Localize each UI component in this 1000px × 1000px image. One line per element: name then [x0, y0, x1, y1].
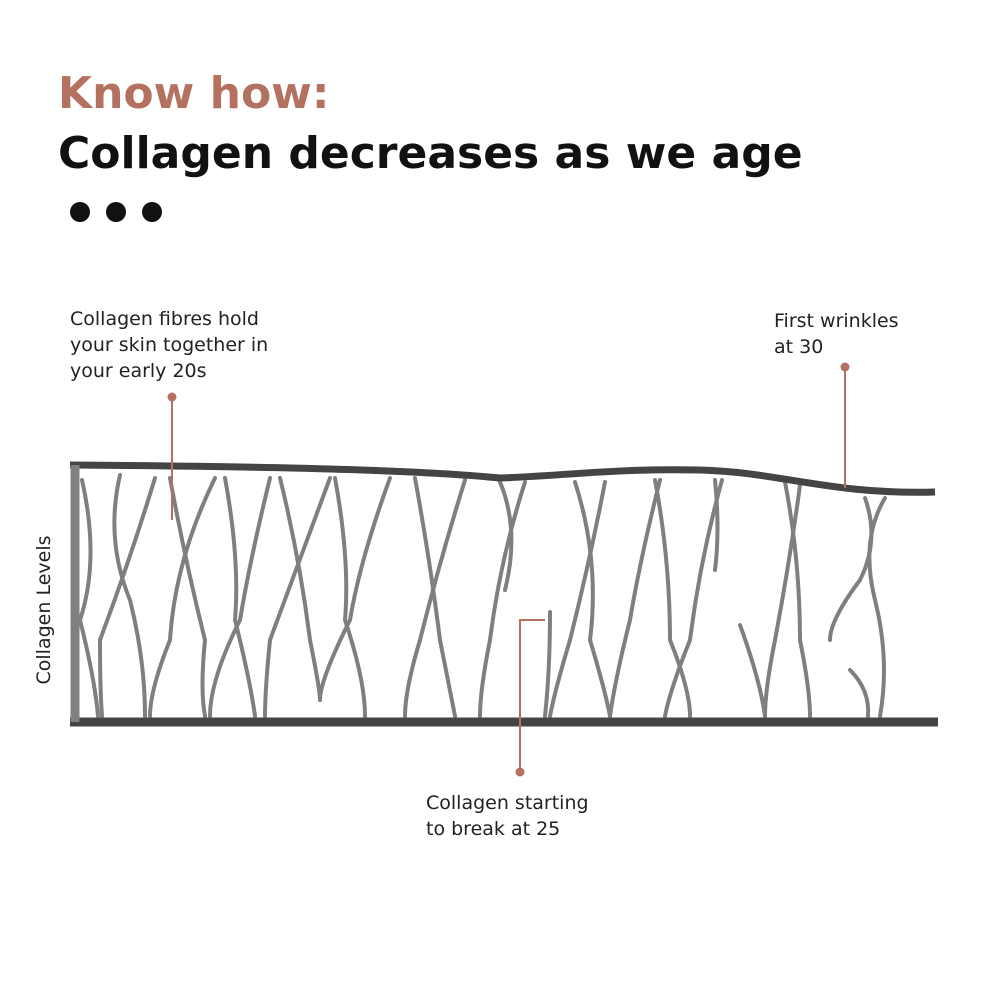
annotation-line: Collagen starting	[426, 792, 589, 814]
top-line	[69, 461, 936, 496]
dots	[70, 202, 162, 222]
annotation-line: your skin together in	[70, 334, 268, 356]
annotation-line: your early 20s	[70, 360, 207, 382]
leaders	[167, 362, 850, 777]
fibres	[77, 473, 887, 718]
annotation-line: Collagen fibres hold	[70, 308, 259, 330]
axis-label: Collagen Levels	[33, 536, 55, 685]
annotation-line: First wrinkles	[774, 310, 899, 332]
annotation-line: at 30	[774, 336, 823, 358]
eyebrow: Know how:	[58, 68, 329, 119]
annotation-line: to break at 25	[426, 818, 560, 840]
title: Collagen decreases as we age	[58, 128, 803, 179]
